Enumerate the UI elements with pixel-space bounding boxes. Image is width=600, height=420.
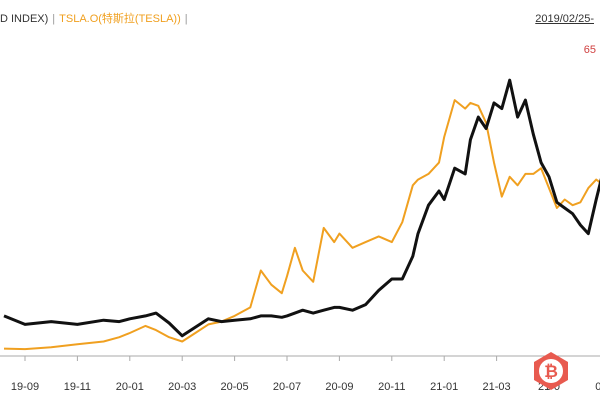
x-axis-tick-marks	[24, 356, 550, 361]
legend-trailing-separator: |	[184, 13, 188, 25]
price-readout: 65	[583, 44, 596, 56]
legend-item-tsla[interactable]: TSLA.O(特斯拉(TESLA))	[59, 13, 181, 25]
date-range-label[interactable]: 2019/02/25-	[535, 13, 594, 25]
x-axis-tick-label: 20-03	[168, 381, 197, 393]
x-axis-tick-label: 20-11	[378, 381, 406, 393]
x-axis-tick-label: 20-09	[325, 381, 354, 393]
x-axis	[0, 355, 600, 361]
svg-text:₿: ₿	[544, 362, 558, 382]
x-axis-tick-label: 21-01	[430, 381, 459, 393]
chart-legend: D INDEX) | TSLA.O(特斯拉(TESLA)) |	[0, 10, 192, 28]
x-axis-tick-label: 19-11	[63, 381, 92, 393]
bitcoin-logo-icon: ₿	[534, 352, 568, 390]
x-axis-tick-label: 20-01	[115, 381, 144, 393]
tsla-series-line	[3, 99, 600, 351]
x-axis-tick-label: 21-03	[482, 381, 511, 393]
series-lines	[3, 78, 600, 351]
x-axis-tick-label: 19-09	[10, 381, 40, 393]
x-axis-tick-label: 07	[595, 381, 600, 393]
x-axis-tick-label: 20-05	[220, 381, 249, 393]
legend-item-index[interactable]: D INDEX)	[0, 13, 49, 25]
index-series-line	[3, 78, 600, 338]
legend-separator: |	[52, 13, 56, 25]
x-axis-tick-label: 20-07	[272, 381, 302, 393]
